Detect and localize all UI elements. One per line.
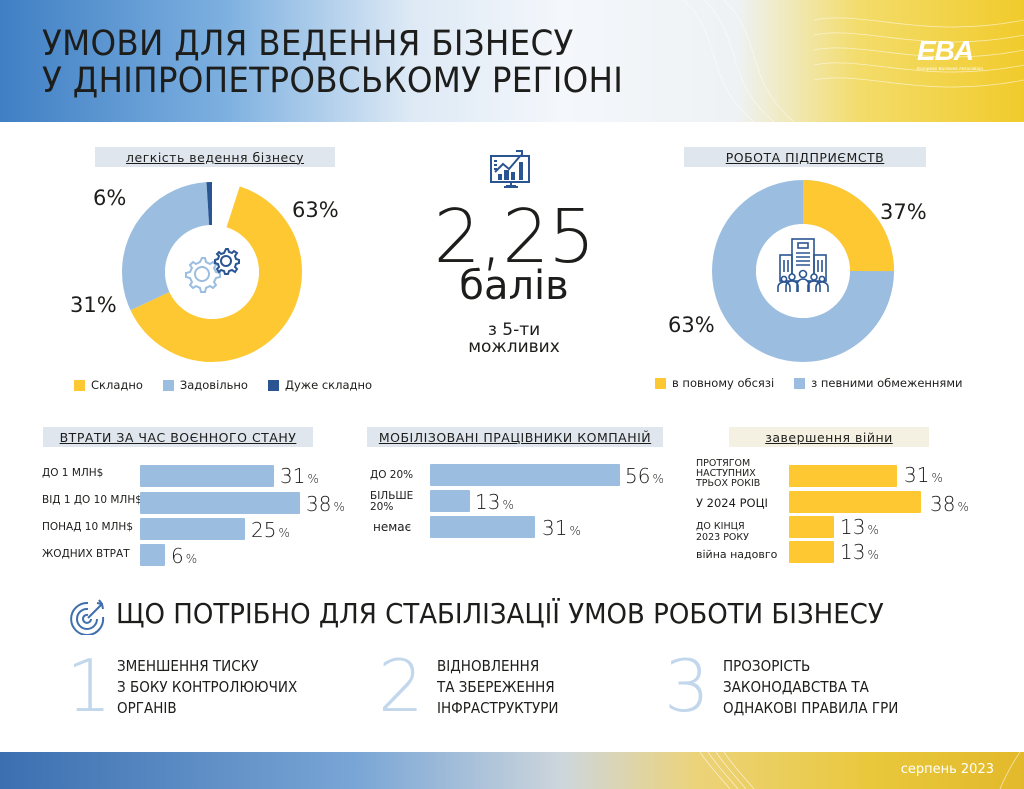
mobilized-bar <box>430 490 470 512</box>
legend-label-limited: з певними обмеженнями <box>811 376 963 390</box>
losses-bar <box>140 544 165 566</box>
ease-donut-chart <box>122 182 302 362</box>
legend-swatch-limited <box>794 377 806 389</box>
legend-label-satisfactory: Задовільно <box>179 378 248 392</box>
war-end-value: 13% <box>840 515 879 539</box>
mobilized-bar <box>430 516 535 538</box>
slice-very-hard <box>122 182 302 362</box>
slice-full <box>712 180 894 362</box>
target-icon <box>70 599 105 635</box>
score-sub-line-2: можливих <box>468 337 560 357</box>
losses-section-title: ВТРАТИ ЗА ЧАС ВОЄННОГО СТАНУ <box>43 427 313 447</box>
losses-bar <box>140 518 245 540</box>
mobilized-value: 56% <box>625 464 664 488</box>
war-end-value: 31% <box>904 463 943 487</box>
monitor-chart-icon <box>490 150 530 188</box>
operations-label-limited: 63% <box>668 313 715 337</box>
legend-swatch-hard <box>74 379 85 391</box>
losses-bar <box>140 492 300 514</box>
war-end-value: 13% <box>840 540 879 564</box>
title-line-2: У ДНІПРОПЕТРОВСЬКОМУ РЕГІОНІ <box>42 61 624 101</box>
losses-row-label: ВІД 1 ДО 10 МЛН$ <box>42 494 142 506</box>
war-end-bar <box>789 491 921 513</box>
slice-hard <box>122 182 302 362</box>
operations-donut-chart <box>712 180 894 362</box>
title-line-1: УМОВИ ДЛЯ ВЕДЕННЯ БІЗНЕСУ <box>42 24 574 64</box>
war-end-bar <box>789 516 834 538</box>
war-end-row-label: ДО КІНЦЯ 2023 РОКУ <box>696 521 749 543</box>
war-end-section-title: завершення війни <box>729 427 929 447</box>
need-number: 2 <box>378 644 424 728</box>
operations-label-full: 37% <box>880 200 927 224</box>
need-text: відновлення та збереження інфраструктури <box>437 657 559 717</box>
mobilized-row-label: БІЛЬШЕ 20% <box>370 490 414 513</box>
legend-label-very-hard: Дуже складно <box>284 378 373 392</box>
legend-label-hard: Складно <box>91 378 143 392</box>
losses-row-label: ДО 1 МЛН$ <box>42 467 104 479</box>
losses-value: 31% <box>280 464 319 488</box>
need-text: зменшення тиску з боку контролюючих орга… <box>117 657 298 717</box>
war-end-row-label: війна надовго <box>696 548 778 561</box>
losses-row-label: ЖОДНИХ ВТРАТ <box>42 548 130 560</box>
logo-subtitle: European Business Association <box>917 66 983 71</box>
legend-swatch-very-hard <box>267 379 279 391</box>
losses-row-label: ПОНАД 10 МЛН$ <box>42 521 134 533</box>
ease-label-satisfactory: 31% <box>70 293 117 317</box>
wave-lines-decoration <box>699 752 1021 789</box>
mobilized-row-label: ДО 20% <box>370 469 414 481</box>
legend-swatch-satisfactory <box>162 379 174 391</box>
war-end-bar <box>789 541 834 563</box>
mobilized-value: 31% <box>542 516 581 540</box>
logo-mark: EBA <box>917 35 974 66</box>
losses-value: 6% <box>171 544 198 568</box>
needs-title: ЩО ПОТРІБНО ДЛЯ СТАБІЛІЗАЦІЇ УМОВ РОБОТИ… <box>116 597 884 630</box>
mobilized-bar <box>430 464 620 486</box>
losses-value: 25% <box>251 518 290 542</box>
score-unit: балів <box>459 263 569 309</box>
ease-label-hard: 63% <box>292 198 339 222</box>
score-subtitle: з 5-ти можливих <box>424 322 604 356</box>
eba-logo: EBA European Business Association <box>917 35 983 72</box>
war-end-row-label: ПРОТЯГОМ НАСТУПНИХ ТРЬОХ РОКІВ <box>696 458 761 489</box>
war-end-bar <box>789 465 897 487</box>
need-number: 1 <box>66 644 112 728</box>
need-text: прозорість законодавства та однакові пра… <box>723 657 899 717</box>
wave-lines-decoration <box>683 0 1024 122</box>
gears-icon <box>185 248 240 293</box>
legend-label-full: в повному обсязі <box>672 376 775 390</box>
score-value: 2,25 <box>433 194 596 280</box>
office-people-icon <box>777 238 829 292</box>
score-sub-line-1: з 5-ти <box>487 320 541 340</box>
legend-swatch-full <box>655 377 666 389</box>
slice-satisfactory <box>122 182 302 362</box>
need-number: 3 <box>664 644 710 728</box>
losses-value: 38% <box>306 492 345 516</box>
mobilized-section-title: МОБІЛІЗОВАНІ ПРАЦІВНИКИ КОМПАНІЙ <box>367 427 663 447</box>
ease-legend: Складно Задовільно Дуже складно <box>74 378 386 392</box>
page-title: УМОВИ ДЛЯ ВЕДЕННЯ БІЗНЕСУ У ДНІПРОПЕТРОВ… <box>42 26 623 100</box>
losses-bar <box>140 465 274 487</box>
footer-banner: серпень 2023 <box>0 752 1024 789</box>
header-banner: УМОВИ ДЛЯ ВЕДЕННЯ БІЗНЕСУ У ДНІПРОПЕТРОВ… <box>0 0 1024 122</box>
ease-section-title: легкість ведення бізнесу <box>95 147 335 167</box>
mobilized-row-label: немає <box>373 520 412 534</box>
war-end-row-label: У 2024 РОЦІ <box>696 496 768 510</box>
war-end-value: 38% <box>930 492 969 516</box>
operations-legend: в повному обсязі з певними обмеженнями <box>655 376 977 390</box>
ease-label-very-hard: 6% <box>93 186 127 210</box>
footer-date: серпень 2023 <box>900 762 994 777</box>
operations-section-title: РОБОТА ПІДПРИЄМСТВ <box>684 147 926 167</box>
mobilized-value: 13% <box>475 490 514 514</box>
